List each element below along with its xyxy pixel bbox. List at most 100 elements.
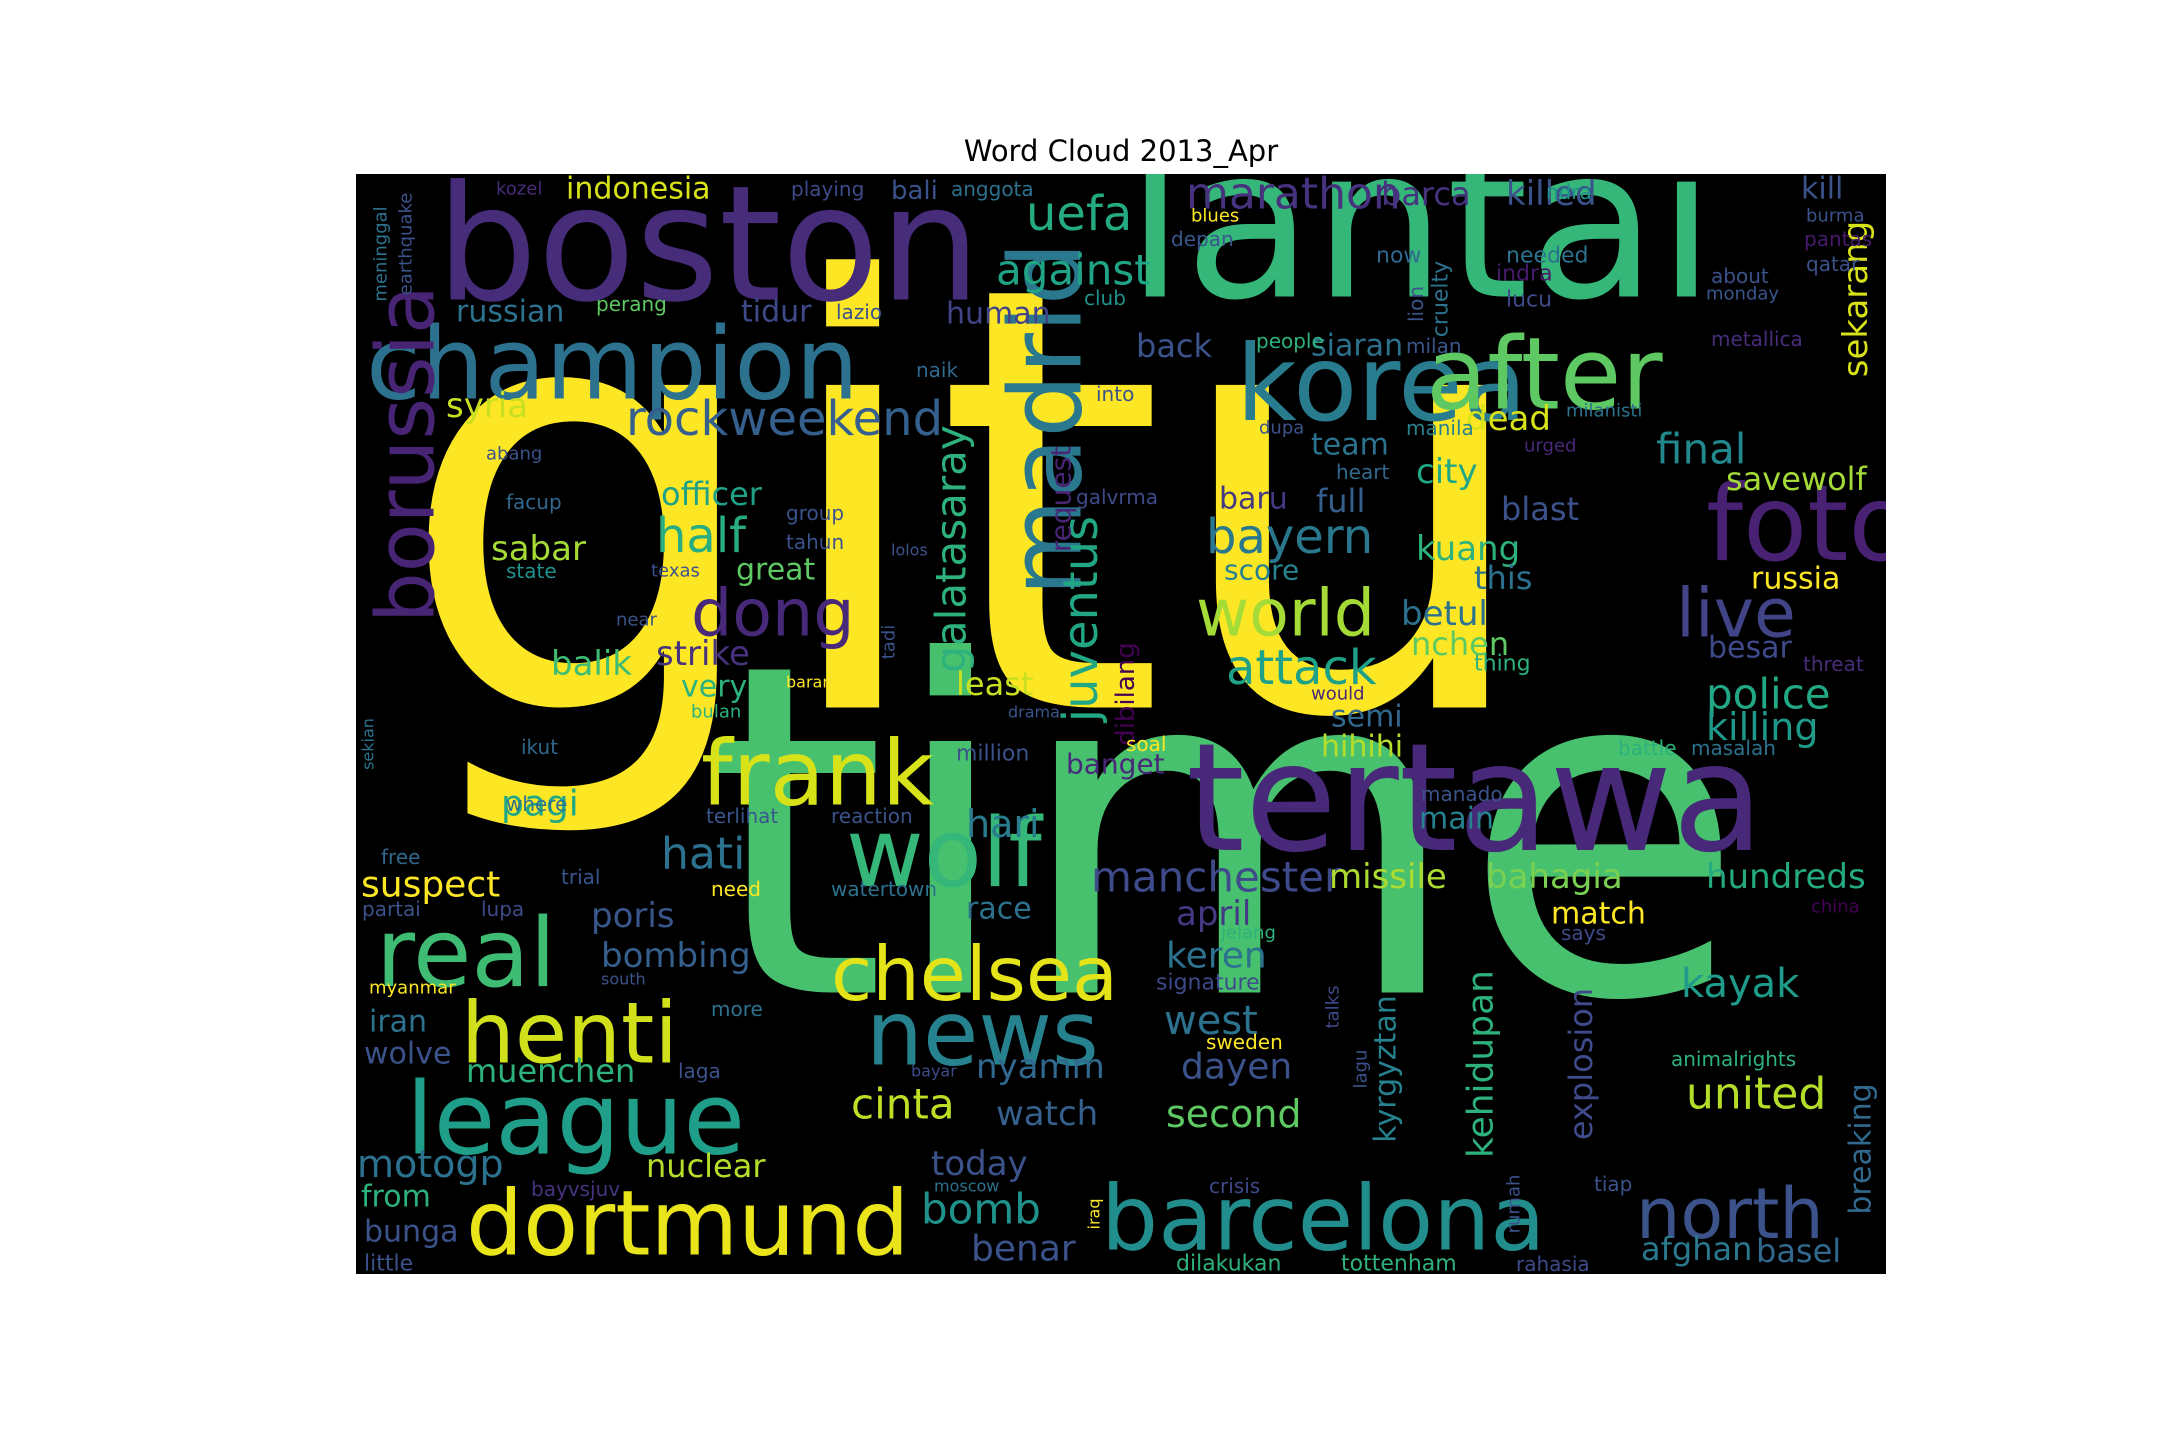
word-naik: naik xyxy=(916,358,958,382)
word-muenchen: muenchen xyxy=(466,1052,635,1090)
word-about: about xyxy=(1711,264,1769,288)
word-anggota: anggota xyxy=(951,177,1034,201)
word-kayak: kayak xyxy=(1681,961,1800,1007)
word-tertawa: tertawa xyxy=(1186,712,1764,886)
word-russia: russia xyxy=(1751,562,1840,597)
word-lolos: lolos xyxy=(891,541,928,560)
word-semi: semi xyxy=(1331,700,1403,735)
word-match: match xyxy=(1551,897,1646,932)
word-drama: drama xyxy=(1008,703,1060,722)
word-korea: korea xyxy=(1236,323,1527,445)
word-tahun: tahun xyxy=(786,530,844,554)
word-syria: syria xyxy=(446,386,528,426)
word-lantai: lantai xyxy=(1126,174,1716,347)
word-laga: laga xyxy=(678,1059,721,1083)
word-myanmar: myanmar xyxy=(369,978,456,999)
word-south: south xyxy=(601,970,646,989)
word-club: club xyxy=(1084,286,1126,310)
word-sabar: sabar xyxy=(491,529,586,569)
word-pagi: pagi xyxy=(501,784,579,825)
word-chelsea: chelsea xyxy=(831,930,1118,1018)
word-near: near xyxy=(616,610,658,631)
word-pantas: pantas xyxy=(1804,227,1872,251)
word-free: free xyxy=(381,845,420,869)
word-motogp: motogp xyxy=(357,1142,504,1186)
word-kuang: kuang xyxy=(1416,529,1520,569)
word-battle: battle xyxy=(1618,736,1677,760)
word-lion: lion xyxy=(1404,286,1428,322)
word-score: score xyxy=(1224,554,1299,587)
word-need: need xyxy=(711,877,761,901)
word-keren: keren xyxy=(1166,936,1267,977)
word-final: final xyxy=(1656,425,1746,474)
word-talks: talks xyxy=(1323,986,1344,1029)
word-metallica: metallica xyxy=(1711,327,1803,351)
word-nuclear: nuclear xyxy=(646,1147,766,1185)
word-hundreds: hundreds xyxy=(1706,857,1866,897)
word-boston: boston xyxy=(436,174,981,338)
word-north: north xyxy=(1636,1173,1824,1255)
word-tottenham: tottenham xyxy=(1341,1252,1457,1275)
word-watertown: watertown xyxy=(831,877,937,901)
word-soal: soal xyxy=(1126,732,1166,756)
word-blast: blast xyxy=(1501,490,1579,528)
word-wolf: wolf xyxy=(846,799,1044,909)
word-reaction: reaction xyxy=(831,804,913,828)
word-juventus: juventus xyxy=(1053,516,1109,723)
word-manchester: manchester xyxy=(1091,853,1342,902)
word-against: against xyxy=(996,246,1151,295)
word-monday: monday xyxy=(1706,284,1779,305)
word-gitu: gitu xyxy=(396,174,1540,848)
word-dong: dong xyxy=(691,577,854,652)
word-from: from xyxy=(361,1180,431,1215)
word-officer: officer xyxy=(661,475,763,513)
word-bali: bali xyxy=(891,176,938,206)
word-tiap: tiap xyxy=(1594,1172,1632,1196)
word-russian: russian xyxy=(456,295,564,330)
word-least: least xyxy=(956,665,1033,703)
word-needed: needed xyxy=(1506,244,1588,269)
word-burma: burma xyxy=(1806,206,1864,227)
word-kyrgyztan: kyrgyztan xyxy=(1369,995,1404,1143)
word-where: where xyxy=(506,792,567,816)
word-hati: hati xyxy=(661,829,745,880)
word-kehidupan: kehidupan xyxy=(1461,970,1502,1158)
word-balik: balik xyxy=(551,644,632,684)
word-trial: trial xyxy=(561,865,600,889)
word-live: live xyxy=(1676,575,1796,654)
word-sweden: sweden xyxy=(1206,1030,1283,1054)
word-partai: partai xyxy=(362,897,421,921)
word-indonesia: indonesia xyxy=(566,174,711,207)
word-perang: perang xyxy=(596,292,667,316)
word-barang: barang xyxy=(786,673,843,692)
word-uefa: uefa xyxy=(1026,186,1132,242)
word-basel: basel xyxy=(1756,1232,1841,1270)
word-missile: missile xyxy=(1329,857,1447,897)
word-playing: playing xyxy=(791,177,864,201)
word-urged: urged xyxy=(1524,436,1576,457)
word-real: real xyxy=(376,899,556,1009)
word-ndra: ndra xyxy=(1546,180,1592,204)
word-besar: besar xyxy=(1708,631,1793,666)
word-strike: strike xyxy=(656,634,750,674)
word-attack: attack xyxy=(1226,640,1377,696)
word-main: main xyxy=(1419,802,1494,837)
word-galatasaray: galatasaray xyxy=(927,425,976,673)
word-killed: killed xyxy=(1506,174,1597,214)
word-dead: dead xyxy=(1466,399,1551,439)
word-indra: indra xyxy=(1496,262,1553,287)
word-second: second xyxy=(1166,1092,1302,1136)
word-would: would xyxy=(1311,684,1365,705)
word-bayern: bayern xyxy=(1206,509,1373,565)
word-after: after xyxy=(1426,316,1663,433)
word-banget: banget xyxy=(1066,748,1165,781)
word-iraq: iraq xyxy=(1085,1199,1104,1230)
word-lazio: lazio xyxy=(836,300,882,324)
word-watch: watch xyxy=(996,1094,1098,1134)
word-breaking: breaking xyxy=(1844,1083,1879,1214)
word-facup: facup xyxy=(506,490,562,514)
word-nyamm: nyamm xyxy=(976,1047,1105,1087)
word-more: more xyxy=(711,997,763,1021)
word-killing: killing xyxy=(1706,705,1818,749)
